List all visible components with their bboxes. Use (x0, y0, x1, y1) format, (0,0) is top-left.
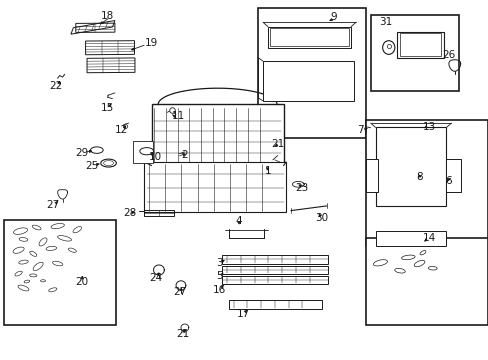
Ellipse shape (18, 285, 29, 291)
Ellipse shape (394, 269, 405, 273)
Bar (133, 141, 152, 163)
Bar (228, 300, 321, 309)
Text: 24: 24 (148, 273, 162, 283)
Ellipse shape (14, 228, 27, 234)
Ellipse shape (41, 280, 45, 282)
Text: 5: 5 (215, 271, 222, 282)
Ellipse shape (30, 251, 37, 256)
Ellipse shape (103, 161, 113, 166)
Ellipse shape (419, 251, 425, 255)
Text: 11: 11 (171, 111, 185, 121)
Text: 21: 21 (176, 329, 190, 339)
Ellipse shape (73, 226, 81, 233)
Text: 6: 6 (445, 176, 451, 186)
Bar (375, 127, 446, 206)
Bar (267, 27, 350, 48)
Ellipse shape (382, 41, 394, 54)
Bar (399, 33, 440, 56)
Text: 3: 3 (215, 258, 222, 268)
Ellipse shape (427, 266, 436, 270)
Text: 30: 30 (315, 213, 327, 223)
Text: 13: 13 (422, 122, 435, 132)
Text: 23: 23 (295, 183, 308, 193)
Bar (445, 159, 460, 192)
Bar (222, 266, 327, 274)
Text: 10: 10 (149, 152, 162, 162)
Text: 31: 31 (378, 17, 391, 27)
Ellipse shape (52, 261, 63, 266)
Bar (396, 32, 443, 58)
Bar (4, 220, 116, 325)
Text: 19: 19 (144, 38, 158, 48)
Text: 29: 29 (75, 148, 89, 158)
Text: 18: 18 (101, 11, 114, 21)
Ellipse shape (51, 224, 64, 229)
Bar (365, 238, 487, 325)
Ellipse shape (140, 148, 153, 155)
Ellipse shape (49, 288, 57, 292)
Bar (365, 120, 487, 246)
Ellipse shape (373, 260, 386, 266)
Text: 27: 27 (173, 287, 186, 297)
Ellipse shape (19, 260, 28, 264)
Ellipse shape (413, 260, 424, 267)
FancyBboxPatch shape (151, 104, 283, 166)
Ellipse shape (13, 247, 24, 253)
Text: 4: 4 (235, 216, 242, 226)
Ellipse shape (58, 235, 71, 241)
Text: 25: 25 (85, 161, 99, 171)
Ellipse shape (68, 248, 76, 252)
Text: 21: 21 (270, 139, 284, 149)
Ellipse shape (33, 262, 43, 271)
Bar (258, 8, 365, 138)
Text: 7: 7 (357, 125, 364, 135)
Bar (365, 159, 377, 192)
Text: 9: 9 (329, 12, 336, 22)
Bar (370, 15, 458, 91)
Text: 12: 12 (114, 125, 128, 135)
Bar (222, 255, 327, 264)
Text: 17: 17 (236, 309, 250, 319)
Ellipse shape (90, 147, 103, 153)
Bar (144, 162, 285, 212)
Text: 8: 8 (415, 172, 422, 182)
Ellipse shape (19, 238, 28, 241)
Bar (375, 231, 446, 246)
Text: 20: 20 (76, 276, 88, 287)
Text: 16: 16 (212, 285, 225, 295)
Text: 15: 15 (101, 103, 114, 113)
Bar (269, 28, 348, 46)
Ellipse shape (39, 238, 47, 246)
Ellipse shape (15, 271, 22, 276)
Text: 28: 28 (122, 208, 136, 218)
Ellipse shape (101, 159, 116, 167)
Text: 27: 27 (46, 200, 60, 210)
Bar (222, 276, 327, 284)
Text: 2: 2 (181, 150, 188, 160)
Ellipse shape (46, 246, 57, 251)
Ellipse shape (30, 274, 37, 277)
Text: 22: 22 (49, 81, 63, 91)
Ellipse shape (401, 255, 414, 260)
Text: 14: 14 (422, 233, 435, 243)
Ellipse shape (32, 225, 41, 230)
Bar (263, 61, 353, 101)
Text: 26: 26 (441, 50, 455, 60)
Text: 1: 1 (264, 166, 271, 176)
Ellipse shape (24, 280, 30, 283)
